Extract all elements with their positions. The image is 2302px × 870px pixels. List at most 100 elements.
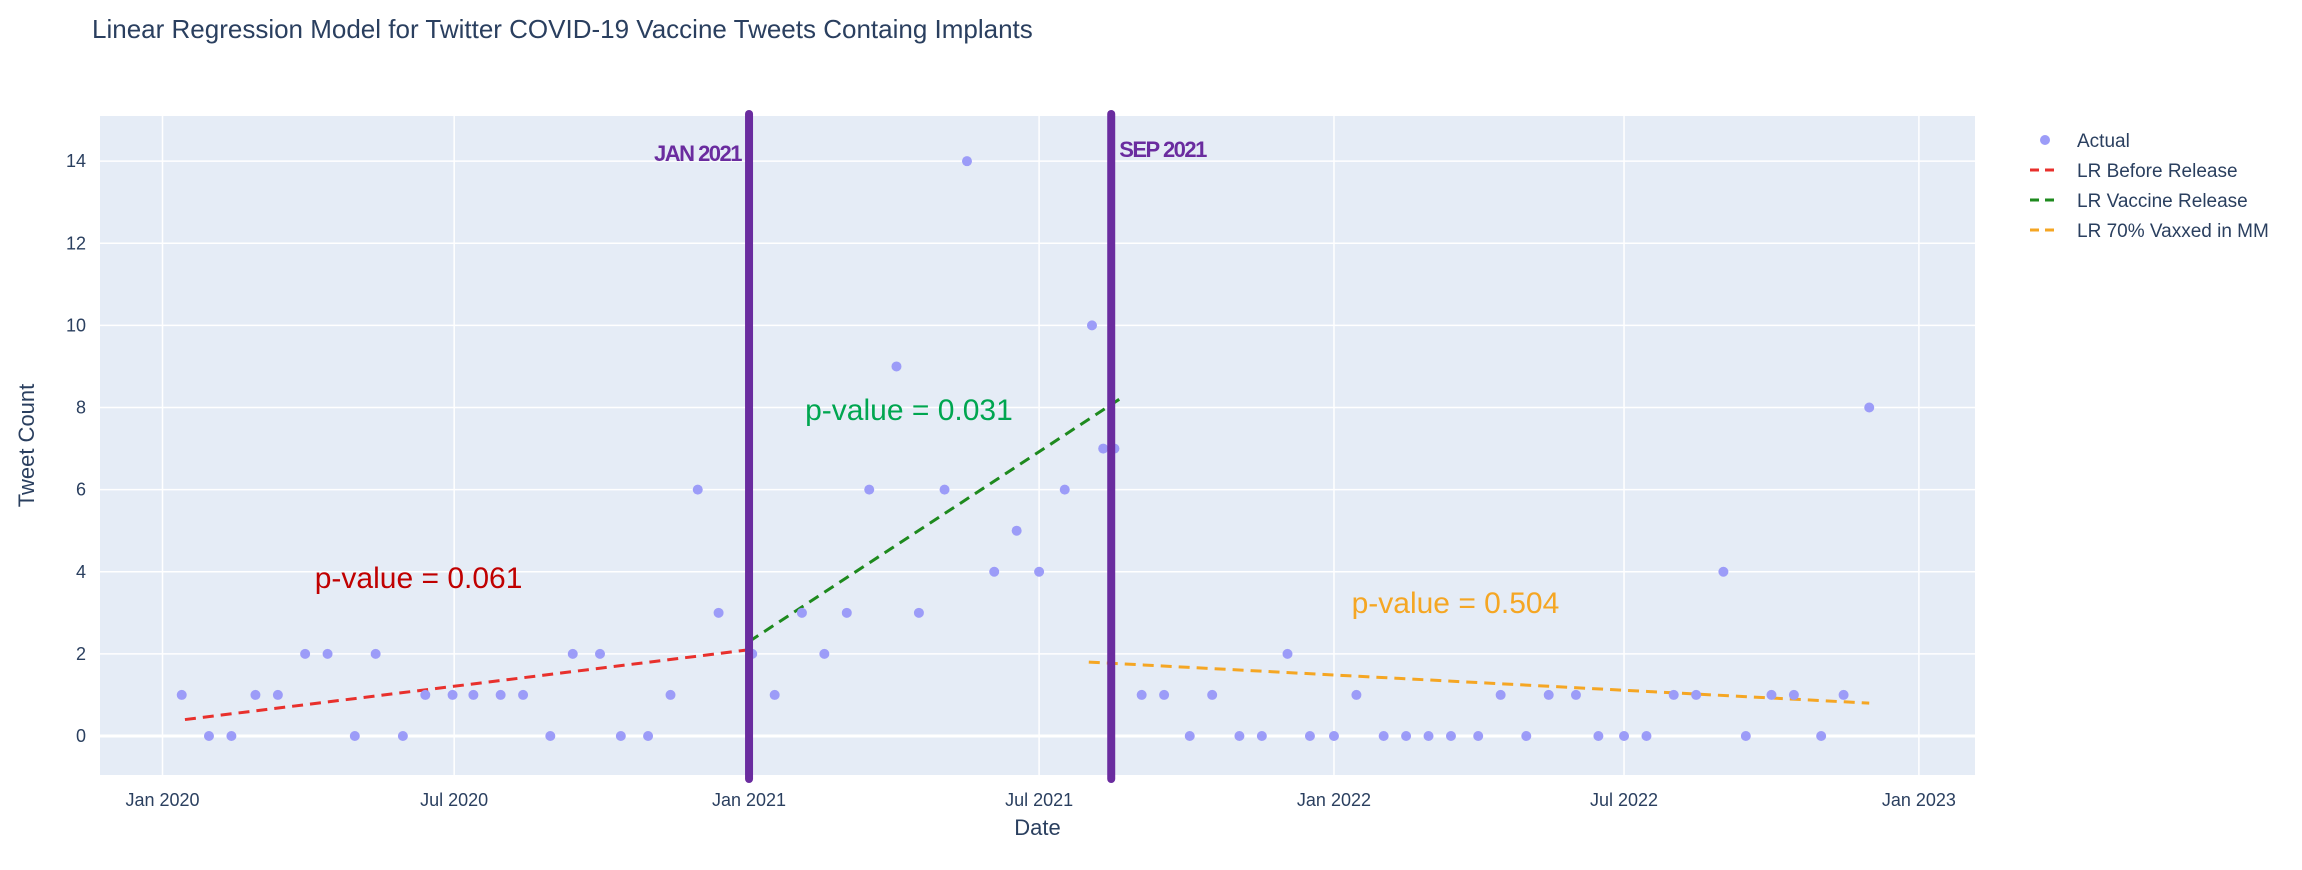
p-value-label: p-value = 0.504 xyxy=(1352,587,1560,620)
actual-data-point xyxy=(1378,730,1389,741)
actual-data-point xyxy=(1668,689,1679,700)
legend-item[interactable]: LR Vaccine Release xyxy=(2030,191,2248,212)
legend-label: LR Before Release xyxy=(2077,161,2238,182)
actual-data-point xyxy=(322,648,333,659)
y-axis-title: Tweet Count xyxy=(14,384,39,508)
actual-data-point xyxy=(1641,730,1652,741)
actual-data-point xyxy=(939,484,950,495)
y-tick-label: 4 xyxy=(76,562,86,582)
actual-data-point xyxy=(665,689,676,700)
actual-data-point xyxy=(1086,320,1097,331)
actual-data-point xyxy=(1282,648,1293,659)
actual-data-point xyxy=(1011,525,1022,536)
actual-data-point xyxy=(595,648,605,659)
actual-data-point xyxy=(250,689,261,700)
actual-data-point xyxy=(272,689,283,700)
actual-data-point xyxy=(891,361,902,372)
actual-data-point xyxy=(1184,730,1195,741)
y-tick-label: 6 xyxy=(76,480,86,500)
legend-item[interactable]: LR Before Release xyxy=(2030,161,2238,182)
regression-line-lr-vaccine-release xyxy=(748,398,1121,643)
axis-ticks: 0 2 4 6 8 10 12 14 Jan 2020 Jul 2020 Jan 2021 Jul 2… xyxy=(66,151,1956,810)
actual-data-point xyxy=(1136,689,1147,700)
actual-data-point xyxy=(518,689,529,700)
actual-data-point xyxy=(1159,689,1170,700)
x-tick-label: Jul 2021 xyxy=(1005,790,1073,810)
actual-data-point xyxy=(1401,730,1412,741)
actual-data-point xyxy=(1619,730,1630,741)
legend-item[interactable]: LR 70% Vaxxed in MM xyxy=(2030,221,2269,242)
actual-data-point xyxy=(397,730,408,741)
actual-data-point xyxy=(615,730,626,741)
actual-data-point xyxy=(1543,689,1554,700)
legend-item[interactable]: Actual xyxy=(2040,131,2130,152)
regression-line-lr-before-release xyxy=(184,648,750,722)
actual-data-point xyxy=(1445,730,1456,741)
actual-data-point xyxy=(447,689,458,700)
p-value-label: p-value = 0.031 xyxy=(805,394,1013,427)
actual-data-point xyxy=(769,689,780,700)
actual-data-point xyxy=(1788,689,1799,700)
legend-marker xyxy=(2040,135,2050,145)
actual-data-point xyxy=(1816,730,1827,741)
actual-data-point xyxy=(1207,689,1218,700)
actual-data-point xyxy=(713,607,724,618)
y-tick-label: 12 xyxy=(66,233,86,253)
actual-data-point xyxy=(349,730,360,741)
actual-data-point xyxy=(1864,402,1875,413)
actual-data-point xyxy=(1256,730,1267,741)
x-tick-label: Jan 2023 xyxy=(1882,790,1956,810)
y-tick-label: 2 xyxy=(76,644,86,664)
actual-data-point xyxy=(796,607,807,618)
actual-data-point xyxy=(1766,689,1777,700)
actual-data-point xyxy=(1328,730,1339,741)
actual-data-point xyxy=(420,689,431,700)
actual-data-point xyxy=(1234,730,1245,741)
actual-data-point xyxy=(1593,730,1604,741)
actual-data-point xyxy=(1838,689,1849,700)
legend-label: LR 70% Vaxxed in MM xyxy=(2077,221,2269,242)
actual-data-point xyxy=(203,730,214,741)
regression-lines xyxy=(184,398,1870,722)
y-tick-label: 14 xyxy=(66,151,86,171)
actual-data-point xyxy=(370,648,381,659)
actual-data-point xyxy=(1473,730,1484,741)
actual-data-point xyxy=(643,730,654,741)
actual-data-point xyxy=(1059,484,1070,495)
x-tick-label: Jan 2020 xyxy=(125,790,199,810)
y-tick-label: 10 xyxy=(66,315,86,335)
y-tick-label: 0 xyxy=(76,726,86,746)
actual-data-point xyxy=(1740,730,1751,741)
actual-data-point xyxy=(1718,566,1729,577)
actual-data-point xyxy=(300,648,311,659)
actual-data-point xyxy=(495,689,506,700)
actual-data-point xyxy=(864,484,875,495)
p-value-label: p-value = 0.061 xyxy=(315,562,523,595)
x-tick-label: Jan 2021 xyxy=(712,790,786,810)
vertical-markers: JAN 2021 SEP 2021 xyxy=(654,110,1209,783)
actual-data-point xyxy=(1351,689,1362,700)
y-tick-label: 8 xyxy=(76,398,86,418)
actual-data-point xyxy=(468,689,479,700)
actual-data-point xyxy=(545,730,556,741)
actual-data-point xyxy=(989,566,1000,577)
actual-data-point xyxy=(961,156,972,167)
legend[interactable]: Actual LR Before Release LR Vaccine Releas… xyxy=(2030,131,2269,242)
regression-line-lr-70-vaxxed-in-mm xyxy=(1088,660,1870,705)
actual-data-point xyxy=(841,607,852,618)
x-tick-label: Jul 2020 xyxy=(420,790,488,810)
x-tick-label: Jul 2022 xyxy=(1590,790,1658,810)
actual-data-point xyxy=(819,648,830,659)
actual-data-point xyxy=(226,730,237,741)
actual-data-point xyxy=(176,689,187,700)
chart-title: Linear Regression Model for Twitter COVI… xyxy=(92,14,1033,44)
legend-label: Actual xyxy=(2077,131,2130,152)
actual-data-point xyxy=(1521,730,1532,741)
actual-data-point xyxy=(1423,730,1434,741)
actual-data-point xyxy=(1098,443,1109,454)
actual-data-point xyxy=(1034,566,1045,577)
p-value-annotations: p-value = 0.061 p-value = 0.031 p-value = … xyxy=(315,394,1560,620)
actual-data-point xyxy=(1304,730,1315,741)
vertical-marker-label: SEP 2021 xyxy=(1119,137,1207,162)
legend-label: LR Vaccine Release xyxy=(2077,191,2248,212)
